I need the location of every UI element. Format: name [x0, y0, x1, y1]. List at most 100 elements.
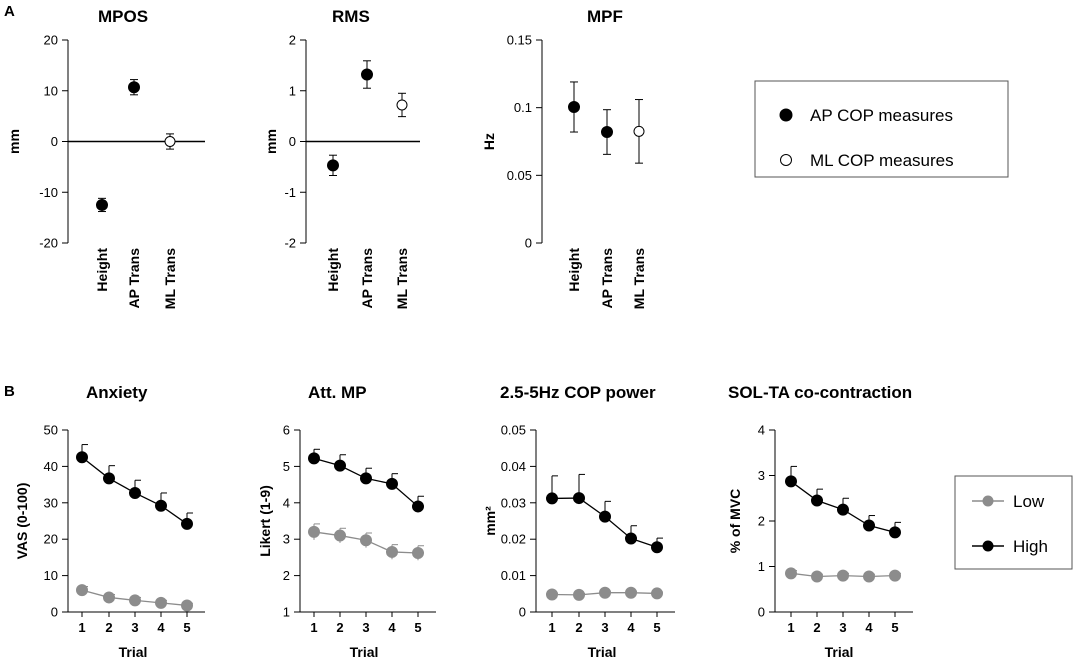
legend-b-label-low: Low	[1013, 492, 1045, 511]
data-point-low	[181, 599, 193, 612]
x-tick-label: 4	[865, 620, 873, 635]
chart-title: RMS	[332, 7, 370, 26]
data-point-high	[181, 517, 193, 530]
data-point	[164, 136, 176, 147]
y-tick-label: 0.1	[514, 100, 532, 115]
data-point-high	[599, 510, 611, 523]
y-axis-label: Likert (1-9)	[257, 485, 273, 557]
legend-b-low-marker	[982, 495, 994, 507]
y-tick-label: 0	[519, 605, 526, 620]
legend-b-frame	[954, 475, 1073, 570]
legend-a: AP COP measures ML COP measures	[754, 80, 1009, 178]
panel-label-a: A	[4, 3, 15, 20]
x-tick-label: 4	[388, 620, 396, 635]
category-label: Height	[566, 248, 582, 292]
y-tick-label: 0	[51, 134, 58, 149]
data-point-low	[308, 525, 320, 538]
y-tick-label: 1	[758, 559, 765, 574]
data-point	[327, 159, 339, 172]
data-point-low	[599, 586, 611, 599]
data-point-high	[651, 541, 663, 554]
y-tick-label: -10	[39, 185, 58, 200]
y-tick-label: 1	[289, 83, 296, 98]
x-tick-label: 5	[414, 620, 421, 635]
y-axis-label: % of MVC	[727, 489, 743, 554]
data-point-high	[155, 499, 167, 512]
category-label: Height	[94, 248, 110, 292]
x-axis-label: Trial	[119, 644, 148, 660]
data-point-low	[129, 594, 141, 607]
y-axis-label: VAS (0-100)	[14, 483, 30, 560]
legend-b: Low High	[954, 475, 1073, 570]
data-point-low	[863, 570, 875, 583]
x-axis-label: Trial	[825, 644, 854, 660]
y-tick-label: 0.01	[501, 568, 526, 583]
data-point-high	[412, 500, 424, 513]
x-tick-label: 2	[105, 620, 112, 635]
chart-solta: SOL-TA co-contraction 4 3 2 1 0 % of MVC 1 2 3 4 5 T…	[727, 383, 913, 660]
data-point-high	[76, 451, 88, 464]
x-tick-label: 2	[336, 620, 343, 635]
y-tick-label: 40	[44, 459, 58, 474]
data-point-low	[103, 591, 115, 604]
x-tick-label: 3	[601, 620, 608, 635]
chart-title: Anxiety	[86, 383, 148, 402]
y-tick-label: 3	[283, 532, 290, 547]
y-tick-label: 0.03	[501, 495, 526, 510]
y-tick-label: 2	[758, 514, 765, 529]
data-point-low	[155, 596, 167, 609]
y-tick-label: 3	[758, 468, 765, 483]
y-axis-label: mm²	[482, 506, 498, 536]
y-tick-label: 20	[44, 532, 58, 547]
y-tick-label: 50	[44, 423, 58, 438]
x-tick-label: 1	[310, 620, 317, 635]
data-point-high	[573, 492, 585, 505]
data-point-high	[129, 486, 141, 499]
data-point-high	[625, 532, 637, 545]
x-tick-label: 5	[183, 620, 190, 635]
legend-a-frame	[754, 80, 1009, 178]
chart-mpf: MPF 0.15 0.1 0.05 0 Hz Height AP Trans ML Trans	[481, 7, 647, 309]
data-point-low	[651, 587, 663, 600]
legend-a-label-ap: AP COP measures	[810, 106, 953, 125]
y-axis-label: mm	[6, 129, 22, 154]
data-point-high	[334, 459, 346, 472]
data-point-low	[360, 534, 372, 547]
data-point	[396, 99, 408, 111]
y-tick-label: 10	[44, 568, 58, 583]
y-tick-label: 30	[44, 495, 58, 510]
x-tick-label: 4	[627, 620, 635, 635]
chart-attmp: Att. MP 6 5 4 3 2 1 Likert (1-9) 1 2 3 4 5 Trial	[257, 383, 436, 660]
x-tick-label: 2	[813, 620, 820, 635]
x-tick-label: 1	[548, 620, 555, 635]
chart-title: Att. MP	[308, 383, 367, 402]
y-tick-label: -20	[39, 236, 58, 251]
y-tick-label: 4	[758, 423, 765, 438]
y-tick-label: 1	[283, 605, 290, 620]
data-point-high	[360, 472, 372, 485]
x-axis-label: Trial	[350, 644, 379, 660]
x-tick-label: 5	[891, 620, 898, 635]
data-point-high	[837, 503, 849, 516]
y-tick-label: 6	[283, 423, 290, 438]
x-tick-label: 3	[362, 620, 369, 635]
category-label: ML Trans	[631, 248, 647, 309]
chart-title: MPOS	[98, 7, 148, 26]
chart-anxiety: Anxiety 50 40 30 20 10 0 VAS (0-100) 1 2 3 4 5 Trial	[14, 383, 205, 660]
x-axis-label: Trial	[588, 644, 617, 660]
chart-title: MPF	[587, 7, 623, 26]
x-tick-label: 5	[653, 620, 660, 635]
legend-a-open-marker	[780, 154, 792, 166]
legend-b-high-marker	[982, 540, 994, 552]
x-tick-label: 1	[78, 620, 85, 635]
data-point-low	[889, 569, 901, 582]
data-point-low	[76, 584, 88, 597]
x-tick-label: 3	[839, 620, 846, 635]
data-point-high	[785, 475, 797, 488]
data-point-low	[334, 529, 346, 542]
y-tick-label: 4	[283, 495, 290, 510]
data-point-high	[811, 494, 823, 507]
data-point	[361, 68, 373, 81]
data-point	[96, 198, 108, 211]
